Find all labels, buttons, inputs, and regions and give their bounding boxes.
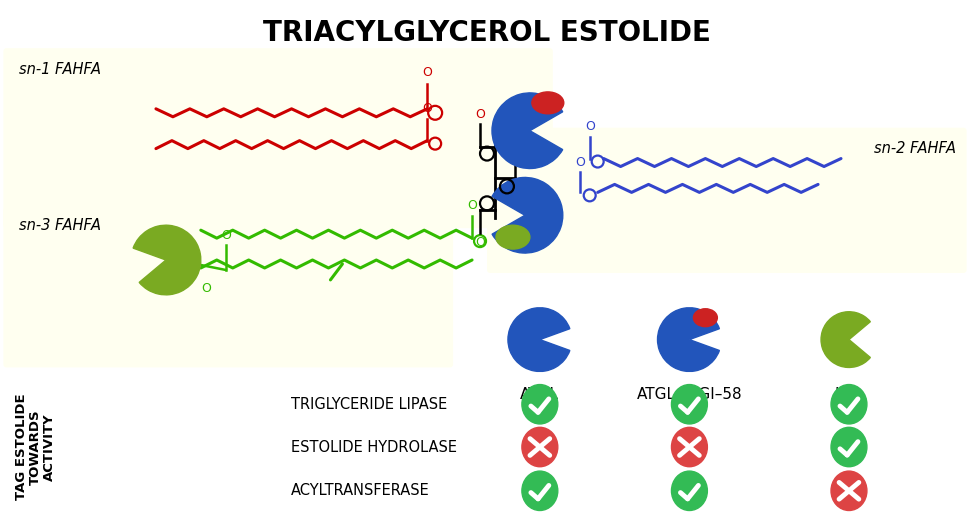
Text: O: O	[422, 102, 432, 115]
Wedge shape	[134, 225, 201, 295]
Text: O: O	[467, 199, 477, 213]
Ellipse shape	[672, 427, 708, 467]
Wedge shape	[508, 308, 569, 371]
Ellipse shape	[522, 385, 558, 424]
Text: O: O	[422, 66, 432, 79]
Text: ACTIVITY: ACTIVITY	[43, 413, 56, 481]
Wedge shape	[657, 308, 720, 371]
Ellipse shape	[522, 427, 558, 467]
FancyBboxPatch shape	[3, 207, 453, 368]
Text: ESTOLIDE HYDROLASE: ESTOLIDE HYDROLASE	[291, 440, 456, 454]
Text: TRIACYLGLYCEROL ESTOLIDE: TRIACYLGLYCEROL ESTOLIDE	[263, 19, 711, 47]
Text: TOWARDS: TOWARDS	[29, 409, 42, 485]
Text: sn-3 FAHFA: sn-3 FAHFA	[20, 218, 101, 232]
FancyBboxPatch shape	[3, 48, 553, 228]
Text: HSL: HSL	[834, 387, 864, 402]
Text: sn-2 FAHFA: sn-2 FAHFA	[874, 141, 956, 156]
Text: O: O	[220, 229, 231, 242]
Ellipse shape	[831, 385, 867, 424]
Wedge shape	[821, 312, 871, 368]
Ellipse shape	[831, 471, 867, 511]
Ellipse shape	[496, 225, 529, 249]
Text: ATGL: ATGL	[521, 387, 560, 402]
Text: sn-1 FAHFA: sn-1 FAHFA	[20, 62, 101, 76]
Wedge shape	[492, 93, 563, 168]
Text: O: O	[475, 236, 485, 249]
FancyBboxPatch shape	[487, 128, 966, 273]
Text: TAG ESTOLIDE: TAG ESTOLIDE	[15, 393, 28, 500]
Text: O: O	[585, 120, 595, 133]
Text: ATGL+CGI–58: ATGL+CGI–58	[637, 387, 742, 402]
Ellipse shape	[532, 92, 564, 114]
Text: O: O	[475, 108, 485, 121]
Ellipse shape	[672, 385, 708, 424]
Ellipse shape	[672, 471, 708, 511]
Ellipse shape	[522, 471, 558, 511]
Ellipse shape	[831, 427, 867, 467]
Text: O: O	[201, 282, 211, 295]
Text: ACYLTRANSFERASE: ACYLTRANSFERASE	[291, 483, 429, 498]
Ellipse shape	[693, 309, 718, 327]
Text: TRIGLYCERIDE LIPASE: TRIGLYCERIDE LIPASE	[291, 397, 447, 412]
Wedge shape	[492, 177, 563, 253]
Text: O: O	[510, 141, 520, 155]
Text: O: O	[575, 156, 585, 168]
